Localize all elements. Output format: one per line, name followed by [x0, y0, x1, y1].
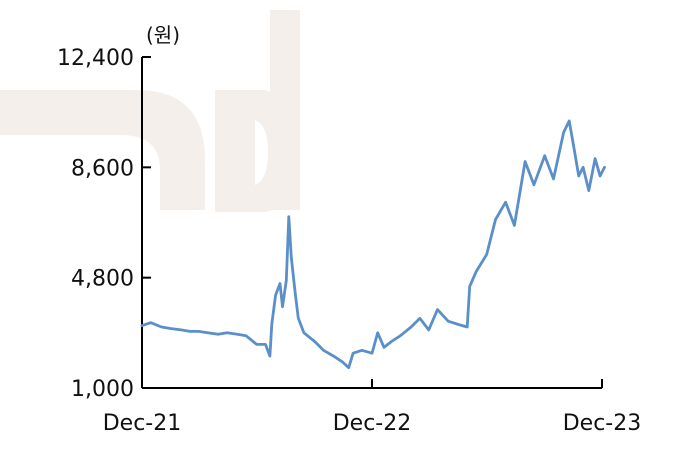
- x-tick-label: Dec-23: [563, 411, 642, 436]
- price-series-line: [140, 119, 606, 370]
- y-tick-label: 1,000: [71, 377, 134, 402]
- y-tick-label: 8,600: [71, 156, 134, 181]
- watermark-logo: [0, 10, 300, 212]
- unit-label: (원): [146, 23, 180, 47]
- x-tick-label: Dec-22: [333, 411, 412, 436]
- x-axis: Dec-21 Dec-22 Dec-23: [103, 379, 642, 436]
- x-tick-label: Dec-21: [103, 411, 182, 436]
- y-tick-label: 12,400: [57, 46, 134, 71]
- y-axis: 1,000 4,800 8,600 12,400: [57, 46, 151, 402]
- y-tick-label: 4,800: [71, 267, 134, 292]
